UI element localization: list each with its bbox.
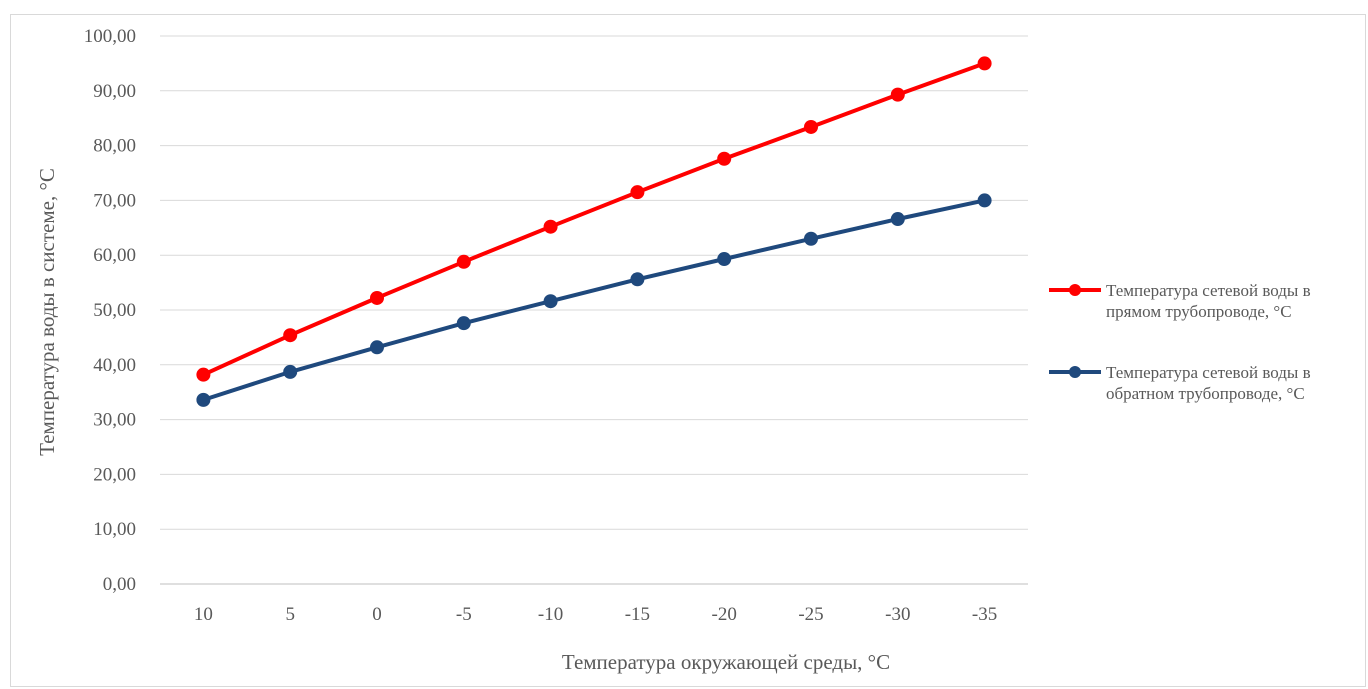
y-tick-label: 90,00 bbox=[93, 81, 136, 102]
x-tick-label: -15 bbox=[625, 604, 650, 625]
y-tick-label: 100,00 bbox=[84, 26, 136, 47]
series-2-point bbox=[543, 294, 558, 309]
series-1-point bbox=[717, 151, 732, 166]
series-2-point bbox=[977, 193, 992, 208]
y-tick-label: 20,00 bbox=[93, 464, 136, 485]
series-1-point bbox=[977, 56, 992, 71]
series-1-point bbox=[804, 119, 818, 134]
x-tick-label: 10 bbox=[194, 604, 213, 625]
x-tick-label: -5 bbox=[456, 604, 472, 625]
x-tick-label: -10 bbox=[538, 604, 563, 625]
series-1-point bbox=[543, 219, 558, 234]
y-tick-label: 30,00 bbox=[93, 410, 136, 431]
x-tick-label: -35 bbox=[972, 604, 997, 625]
x-axis-label: Температура окружающей среды, °С bbox=[562, 650, 890, 674]
series-1-point bbox=[370, 290, 384, 305]
series-2-point bbox=[456, 316, 471, 331]
legend-label: Температура сетевой воды в bbox=[1106, 363, 1311, 382]
y-tick-label: 60,00 bbox=[93, 245, 136, 266]
grid-layer bbox=[160, 35, 1028, 585]
series-2-point bbox=[630, 272, 645, 287]
series-2-point bbox=[717, 252, 732, 267]
legend-swatch-marker bbox=[1069, 366, 1081, 378]
series-2-point bbox=[283, 364, 298, 379]
chart-frame bbox=[10, 14, 1366, 687]
x-tick-label: -20 bbox=[712, 604, 737, 625]
y-tick-label: 80,00 bbox=[93, 136, 136, 157]
legend-label: прямом трубопроводе, °С bbox=[1106, 302, 1292, 321]
series-2-point bbox=[370, 340, 384, 355]
y-tick-label: 70,00 bbox=[93, 190, 136, 211]
y-tick-label: 50,00 bbox=[93, 300, 136, 321]
x-tick-label: 5 bbox=[285, 604, 295, 625]
legend: Температура сетевой воды в прямом трубопр… bbox=[1049, 281, 1311, 403]
series-1-point bbox=[630, 185, 645, 200]
x-tick-label: 0 bbox=[372, 604, 382, 625]
legend-item-1: Температура сетевой воды в прямом трубопр… bbox=[1049, 281, 1311, 321]
series-2 bbox=[196, 193, 992, 407]
y-tick-label: 0,00 bbox=[103, 574, 136, 595]
series-2-point bbox=[196, 392, 211, 407]
series-1-point bbox=[196, 367, 211, 382]
legend-label: обратном трубопроводе, °С bbox=[1106, 384, 1305, 403]
x-tick-label: -25 bbox=[798, 604, 823, 625]
series-1-point bbox=[890, 87, 905, 102]
y-tick-labels: 0,00 10,00 20,00 30,00 40,00 50,00 60,00 70,00 8… bbox=[84, 26, 136, 595]
series-1-line bbox=[201, 61, 987, 377]
series-2-line bbox=[201, 198, 987, 402]
legend-label: Температура сетевой воды в bbox=[1106, 281, 1311, 300]
x-tick-labels: 10 5 0 -5 -10 -15 -20 -25 -30 -35 bbox=[194, 604, 997, 625]
legend-item-2: Температура сетевой воды в обратном трубо… bbox=[1049, 363, 1311, 403]
legend-swatch-marker bbox=[1069, 284, 1081, 296]
series-1 bbox=[196, 56, 992, 382]
y-tick-label: 10,00 bbox=[93, 519, 136, 540]
y-axis-label: Температура воды в системе, °С bbox=[35, 168, 59, 456]
series-1-point bbox=[283, 328, 298, 343]
series-2-point bbox=[804, 231, 818, 246]
series-2-point bbox=[890, 212, 905, 227]
series-1-point bbox=[456, 254, 471, 269]
series-layer bbox=[196, 56, 992, 407]
y-tick-label: 40,00 bbox=[93, 355, 136, 376]
x-tick-label: -30 bbox=[885, 604, 910, 625]
